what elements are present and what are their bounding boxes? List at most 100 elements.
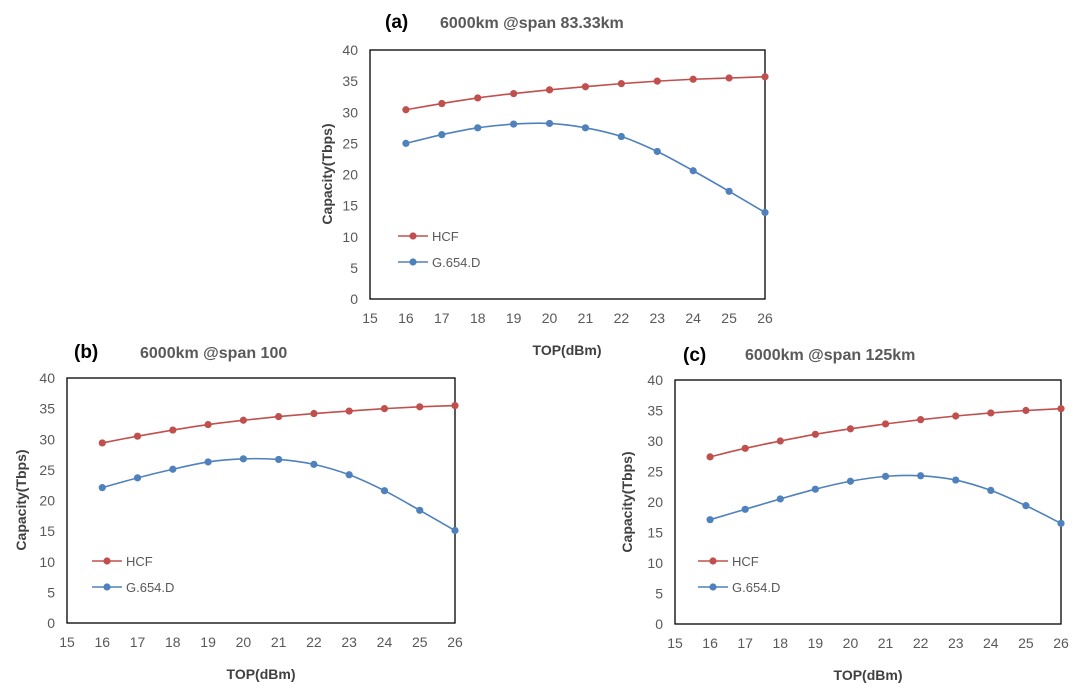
y-tick-label: 25 — [39, 462, 55, 478]
x-tick-label: 23 — [341, 634, 357, 650]
data-point-hcf — [380, 405, 389, 413]
data-point-hcf — [846, 425, 855, 433]
x-tick-label: 24 — [377, 634, 393, 650]
data-point-g-654-d — [204, 458, 212, 466]
x-tick-label: 26 — [447, 634, 463, 650]
data-point-hcf — [275, 412, 283, 421]
y-tick-label: 5 — [350, 260, 358, 276]
x-tick-label: 26 — [757, 310, 773, 326]
data-point-g-654-d — [239, 455, 247, 463]
data-point-g-654-d — [952, 476, 960, 484]
data-point-g-654-d — [761, 208, 769, 217]
x-tick-label: 22 — [913, 635, 929, 651]
series-line-hcf — [405, 75, 766, 111]
data-point-g-654-d — [917, 472, 925, 480]
data-point-g-654-d — [987, 486, 995, 495]
y-tick-label: 15 — [39, 523, 55, 539]
data-point-hcf — [581, 83, 590, 91]
data-point-g-654-d — [345, 471, 353, 479]
x-tick-label: 26 — [1053, 635, 1069, 651]
y-tick-label: 0 — [655, 616, 663, 632]
data-point-g-654-d — [98, 484, 106, 492]
chart-title: 6000km @span 83.33km — [440, 15, 624, 32]
legend-label: G.654.D — [732, 580, 780, 595]
data-point-g-654-d — [380, 487, 389, 495]
y-tick-label: 20 — [39, 493, 55, 509]
data-point-g-654-d — [811, 485, 819, 493]
legend-entry-g-654-d: G.654.D — [398, 255, 480, 270]
data-point-hcf — [725, 74, 733, 82]
data-point-hcf — [776, 437, 784, 445]
y-tick-label: 35 — [39, 401, 55, 417]
y-tick-label: 0 — [350, 291, 358, 307]
x-tick-label: 17 — [130, 634, 146, 650]
x-tick-label: 21 — [271, 634, 287, 650]
x-tick-label: 23 — [649, 310, 665, 326]
data-point-g-654-d — [169, 465, 177, 473]
data-point-hcf — [741, 444, 749, 452]
data-point-g-654-d — [133, 474, 142, 482]
x-tick-label: 17 — [434, 310, 450, 326]
y-axis-title: Capacity(Tbps) — [319, 123, 335, 224]
legend-label: HCF — [732, 554, 759, 569]
legend-marker — [709, 583, 717, 591]
x-tick-label: 15 — [362, 310, 378, 326]
plot-area-frame — [66, 377, 456, 624]
chart-title: 6000km @span 125km — [745, 347, 915, 364]
x-axis-title: TOP(dBm) — [533, 342, 602, 358]
x-tick-label: 25 — [721, 310, 737, 326]
x-tick-label: 21 — [578, 310, 594, 326]
data-point-hcf — [987, 409, 995, 417]
series-line-g-654-d — [709, 474, 1062, 525]
data-point-g-654-d — [402, 139, 410, 147]
y-tick-label: 20 — [342, 167, 358, 183]
y-tick-label: 0 — [47, 615, 55, 631]
x-tick-label: 22 — [614, 310, 630, 326]
data-point-hcf — [438, 99, 446, 108]
x-tick-label: 20 — [236, 634, 252, 650]
data-point-hcf — [881, 420, 890, 428]
data-point-hcf — [204, 420, 212, 429]
legend-entry-hcf: HCF — [398, 229, 459, 244]
data-point-g-654-d — [416, 506, 424, 514]
legend-marker — [709, 557, 717, 565]
data-point-hcf — [653, 77, 661, 85]
y-tick-label: 5 — [47, 584, 55, 600]
data-point-g-654-d — [438, 131, 446, 139]
x-tick-label: 18 — [772, 635, 788, 651]
chart-panel-c: 0 5 10 15 20 25 30 35 40 15 16 17 18 19 20 21 22 23 24 25 26… — [619, 345, 1069, 683]
x-tick-label: 15 — [667, 635, 683, 651]
x-tick-label: 19 — [808, 635, 824, 651]
data-point-hcf — [239, 416, 247, 424]
y-tick-label: 30 — [342, 104, 358, 120]
x-tick-label: 18 — [470, 310, 486, 326]
x-tick-label: 25 — [1018, 635, 1034, 651]
data-point-hcf — [1022, 406, 1030, 415]
legend-marker — [103, 583, 111, 591]
y-tick-label: 40 — [342, 42, 358, 58]
y-tick-label: 40 — [39, 370, 55, 386]
data-point-hcf — [761, 73, 769, 81]
x-tick-label: 25 — [412, 634, 428, 650]
legend-entry-hcf: HCF — [92, 554, 153, 569]
x-tick-label: 23 — [948, 635, 964, 651]
data-point-g-654-d — [725, 187, 733, 195]
y-tick-label: 30 — [39, 431, 55, 447]
data-point-hcf — [545, 86, 554, 94]
data-point-hcf — [811, 430, 819, 438]
x-axis-title: TOP(dBm) — [834, 667, 903, 683]
y-tick-label: 25 — [647, 464, 663, 480]
plot-area-frame — [674, 379, 1062, 625]
x-tick-label: 16 — [702, 635, 718, 651]
series-line-g-654-d — [405, 122, 766, 214]
data-point-hcf — [416, 403, 424, 411]
data-point-g-654-d — [275, 455, 283, 464]
data-point-g-654-d — [474, 124, 482, 132]
y-axis-title: Capacity(Tbps) — [619, 451, 635, 552]
data-point-hcf — [98, 439, 106, 447]
data-point-g-654-d — [1022, 502, 1030, 510]
x-tick-label: 16 — [94, 634, 110, 650]
y-tick-label: 30 — [647, 433, 663, 449]
y-tick-label: 20 — [647, 494, 663, 510]
panel-label: (c) — [683, 345, 706, 366]
